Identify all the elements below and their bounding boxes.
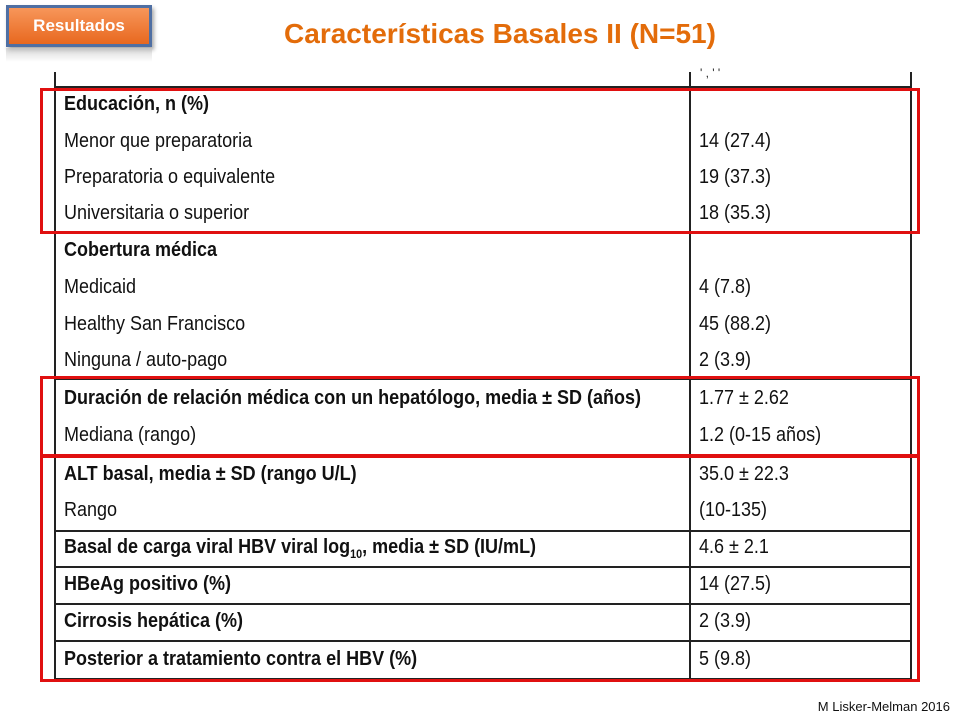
row-label: Healthy San Francisco (64, 313, 246, 335)
row-label-subscript: 10 (350, 547, 363, 561)
row-label-hepatologist-duration: Duración de relación médica con un hepat… (64, 387, 641, 409)
row-label-part: Basal de carga viral HBV viral log (64, 536, 351, 558)
row-value: (10-135) (699, 499, 768, 521)
row-value: 2 (3.9) (699, 349, 752, 371)
row-value: 4.6 ± 2.1 (699, 536, 769, 558)
table-rule (54, 640, 910, 642)
slide-title: Características Basales II (N=51) (284, 18, 716, 49)
row-label-viral-load: Basal de carga viral HBV viral log10, me… (64, 536, 536, 561)
row-label: Ninguna / auto-pago (64, 349, 228, 371)
row-label-education: Educación, n (%) (64, 93, 210, 115)
highlight-box-education (40, 88, 920, 234)
row-label-cirrhosis: Cirrosis hepática (%) (64, 610, 244, 632)
row-label: Medicaid (64, 276, 137, 298)
section-badge: Resultados (6, 5, 152, 47)
row-label: Universitaria o superior (64, 202, 250, 224)
row-label: Menor que preparatoria (64, 130, 253, 152)
row-label-post-treatment: Posterior a tratamiento contra el HBV (%… (64, 648, 418, 670)
row-label-coverage: Cobertura médica (64, 239, 218, 261)
row-label-alt: ALT basal, media ± SD (rango U/L) (64, 463, 357, 485)
table-rule (54, 603, 910, 605)
table-rule (54, 86, 910, 88)
table-rule (54, 530, 910, 532)
highlight-box-clinical (40, 454, 920, 682)
row-label-hbeag: HBeAg positivo (%) (64, 573, 232, 595)
row-label-part: , media ± SD (IU/mL) (362, 536, 537, 558)
row-value: 18 (35.3) (699, 202, 772, 224)
row-value: 5 (9.8) (699, 648, 752, 670)
row-value: 14 (27.5) (699, 573, 772, 595)
author-credit: M Lisker-Melman 2016 (817, 699, 950, 714)
highlight-box-duration (40, 376, 920, 458)
row-value: 2 (3.9) (699, 610, 752, 632)
row-label: Mediana (rango) (64, 424, 197, 446)
cropped-text-fragment: ' , ' ' (700, 66, 721, 80)
row-value: 4 (7.8) (699, 276, 752, 298)
row-value: 35.0 ± 22.3 (699, 463, 789, 485)
table-rule (54, 378, 910, 380)
row-value: 1.77 ± 2.62 (699, 387, 789, 409)
badge-shadow (6, 48, 152, 62)
row-label: Preparatoria o equivalente (64, 166, 276, 188)
row-value: 19 (37.3) (699, 166, 772, 188)
table-rule (54, 566, 910, 568)
row-value: 45 (88.2) (699, 313, 772, 335)
row-label: Rango (64, 499, 118, 521)
row-value: 1.2 (0-15 años) (699, 424, 822, 446)
row-value: 14 (27.4) (699, 130, 772, 152)
